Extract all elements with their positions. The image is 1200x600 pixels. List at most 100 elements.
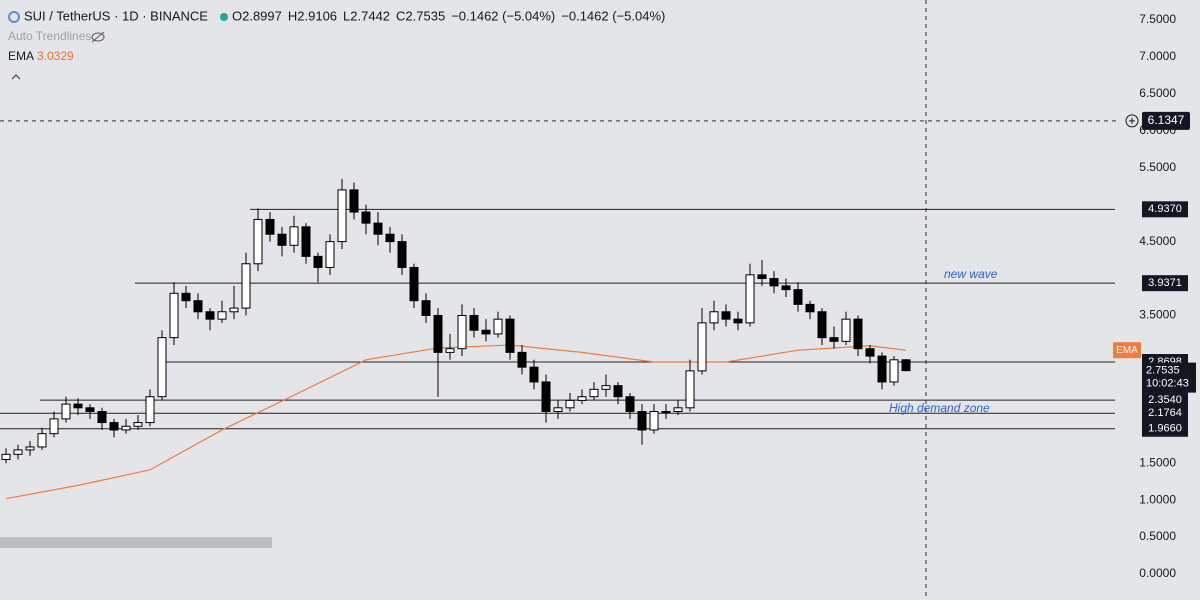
y-tick-label: 1.5000: [1139, 455, 1176, 469]
candle-body: [337, 189, 347, 243]
countdown: 10:02:43: [1146, 378, 1189, 390]
candle-body: [421, 300, 431, 316]
candle-body: [301, 226, 311, 257]
level-label: 3.9371: [1148, 277, 1182, 289]
candle-body: [325, 241, 335, 268]
symbol[interactable]: SUI / TetherUS · 1D · BINANCE: [24, 8, 208, 23]
quote-value: H2.9106: [288, 8, 337, 23]
candle-body: [265, 218, 275, 235]
candle-body: [73, 403, 83, 409]
candle-body: [613, 385, 623, 398]
candle-body: [25, 446, 35, 451]
candle-body: [493, 318, 503, 335]
candle-body: [13, 449, 23, 455]
candle-body: [745, 274, 755, 324]
candle-body: [541, 381, 551, 412]
candle-body: [385, 233, 395, 243]
candle-body: [721, 311, 731, 320]
candle-body: [901, 359, 911, 372]
candle-body: [649, 410, 659, 431]
quote-value: −0.1462 (−5.04%): [561, 8, 665, 23]
candle-body: [685, 370, 695, 409]
level-chip: [1142, 275, 1188, 292]
candle-body: [397, 241, 407, 268]
status-dot: [220, 13, 228, 21]
candle-body: [445, 348, 455, 353]
quote-value: −0.1462 (−5.04%): [451, 8, 555, 23]
level-label: 4.9370: [1148, 203, 1182, 215]
collapse-chevron[interactable]: [11, 74, 21, 80]
y-tick-label: 5.5000: [1139, 160, 1176, 174]
candle-body: [109, 422, 119, 431]
add-alert-plus: [1129, 117, 1135, 124]
level-label: 2.3540: [1148, 394, 1182, 406]
candle-body: [601, 385, 611, 390]
candle-body: [781, 285, 791, 291]
candle-body: [169, 292, 179, 339]
candle-body: [733, 318, 743, 324]
ema-value: 3.0329: [37, 49, 74, 63]
candle-body: [625, 396, 635, 412]
candle-body: [85, 407, 95, 412]
level-chip: [1142, 420, 1188, 437]
y-tick-label: 1.0000: [1139, 492, 1176, 506]
quote-value: C2.7535: [396, 8, 445, 23]
candle-body: [145, 396, 155, 424]
candle-body: [433, 314, 443, 353]
level-chip: [1142, 392, 1188, 409]
candle-body: [697, 322, 707, 372]
candle-body: [37, 433, 47, 448]
last-price-chip: [1142, 362, 1196, 393]
candle-body: [289, 226, 299, 246]
ema-tag-label: EMA: [1116, 345, 1138, 356]
symbol-icon: [8, 11, 20, 23]
candle-body: [205, 311, 215, 320]
candle-body: [469, 314, 479, 331]
crosshair-label: 6.1347: [1148, 113, 1185, 127]
y-tick-label: 0.0000: [1139, 566, 1176, 580]
candle-body: [253, 218, 263, 265]
ema-name[interactable]: EMA: [8, 49, 34, 63]
candle-body: [361, 211, 371, 224]
candle-body: [529, 366, 539, 383]
candle-body: [769, 278, 779, 287]
candle-body: [121, 425, 131, 431]
candle-body: [241, 263, 251, 309]
candle-body: [157, 337, 167, 398]
y-tick-label: 3.5000: [1139, 308, 1176, 322]
candle-body: [217, 311, 227, 320]
candle-body: [229, 307, 239, 313]
last-price-label: 2.7535: [1146, 365, 1180, 377]
candle-body: [877, 355, 887, 383]
legend: SUI / TetherUS · 1D · BINANCE Auto Trend…: [8, 8, 228, 80]
scrollbar[interactable]: [0, 537, 272, 548]
add-alert-button[interactable]: [1125, 114, 1139, 128]
candle-body: [181, 292, 191, 302]
candle-body: [277, 233, 287, 246]
level-label: 2.1764: [1148, 407, 1182, 419]
candle-body: [61, 403, 71, 420]
candle-body: [589, 388, 599, 398]
crosshair-chip: [1142, 111, 1190, 130]
candle-body: [637, 410, 647, 431]
auto-trendlines[interactable]: Auto Trendlines: [8, 29, 91, 43]
candle-body: [805, 303, 815, 313]
candle-body: [661, 410, 671, 413]
candle-body: [757, 274, 767, 280]
candle-body: [709, 311, 719, 324]
y-tick-label: 7.0000: [1139, 49, 1176, 63]
candle-body: [373, 222, 383, 235]
y-tick-label: 6.5000: [1139, 86, 1176, 100]
candle-body: [1, 453, 11, 461]
eye-icon[interactable]: [91, 31, 105, 43]
candle-body: [517, 351, 527, 368]
y-tick-label: 7.5000: [1139, 12, 1176, 26]
candle-body: [409, 266, 419, 302]
candle-body: [577, 396, 587, 401]
candle-body: [49, 418, 59, 435]
candle-body: [553, 407, 563, 412]
level-chip: [1142, 201, 1188, 218]
